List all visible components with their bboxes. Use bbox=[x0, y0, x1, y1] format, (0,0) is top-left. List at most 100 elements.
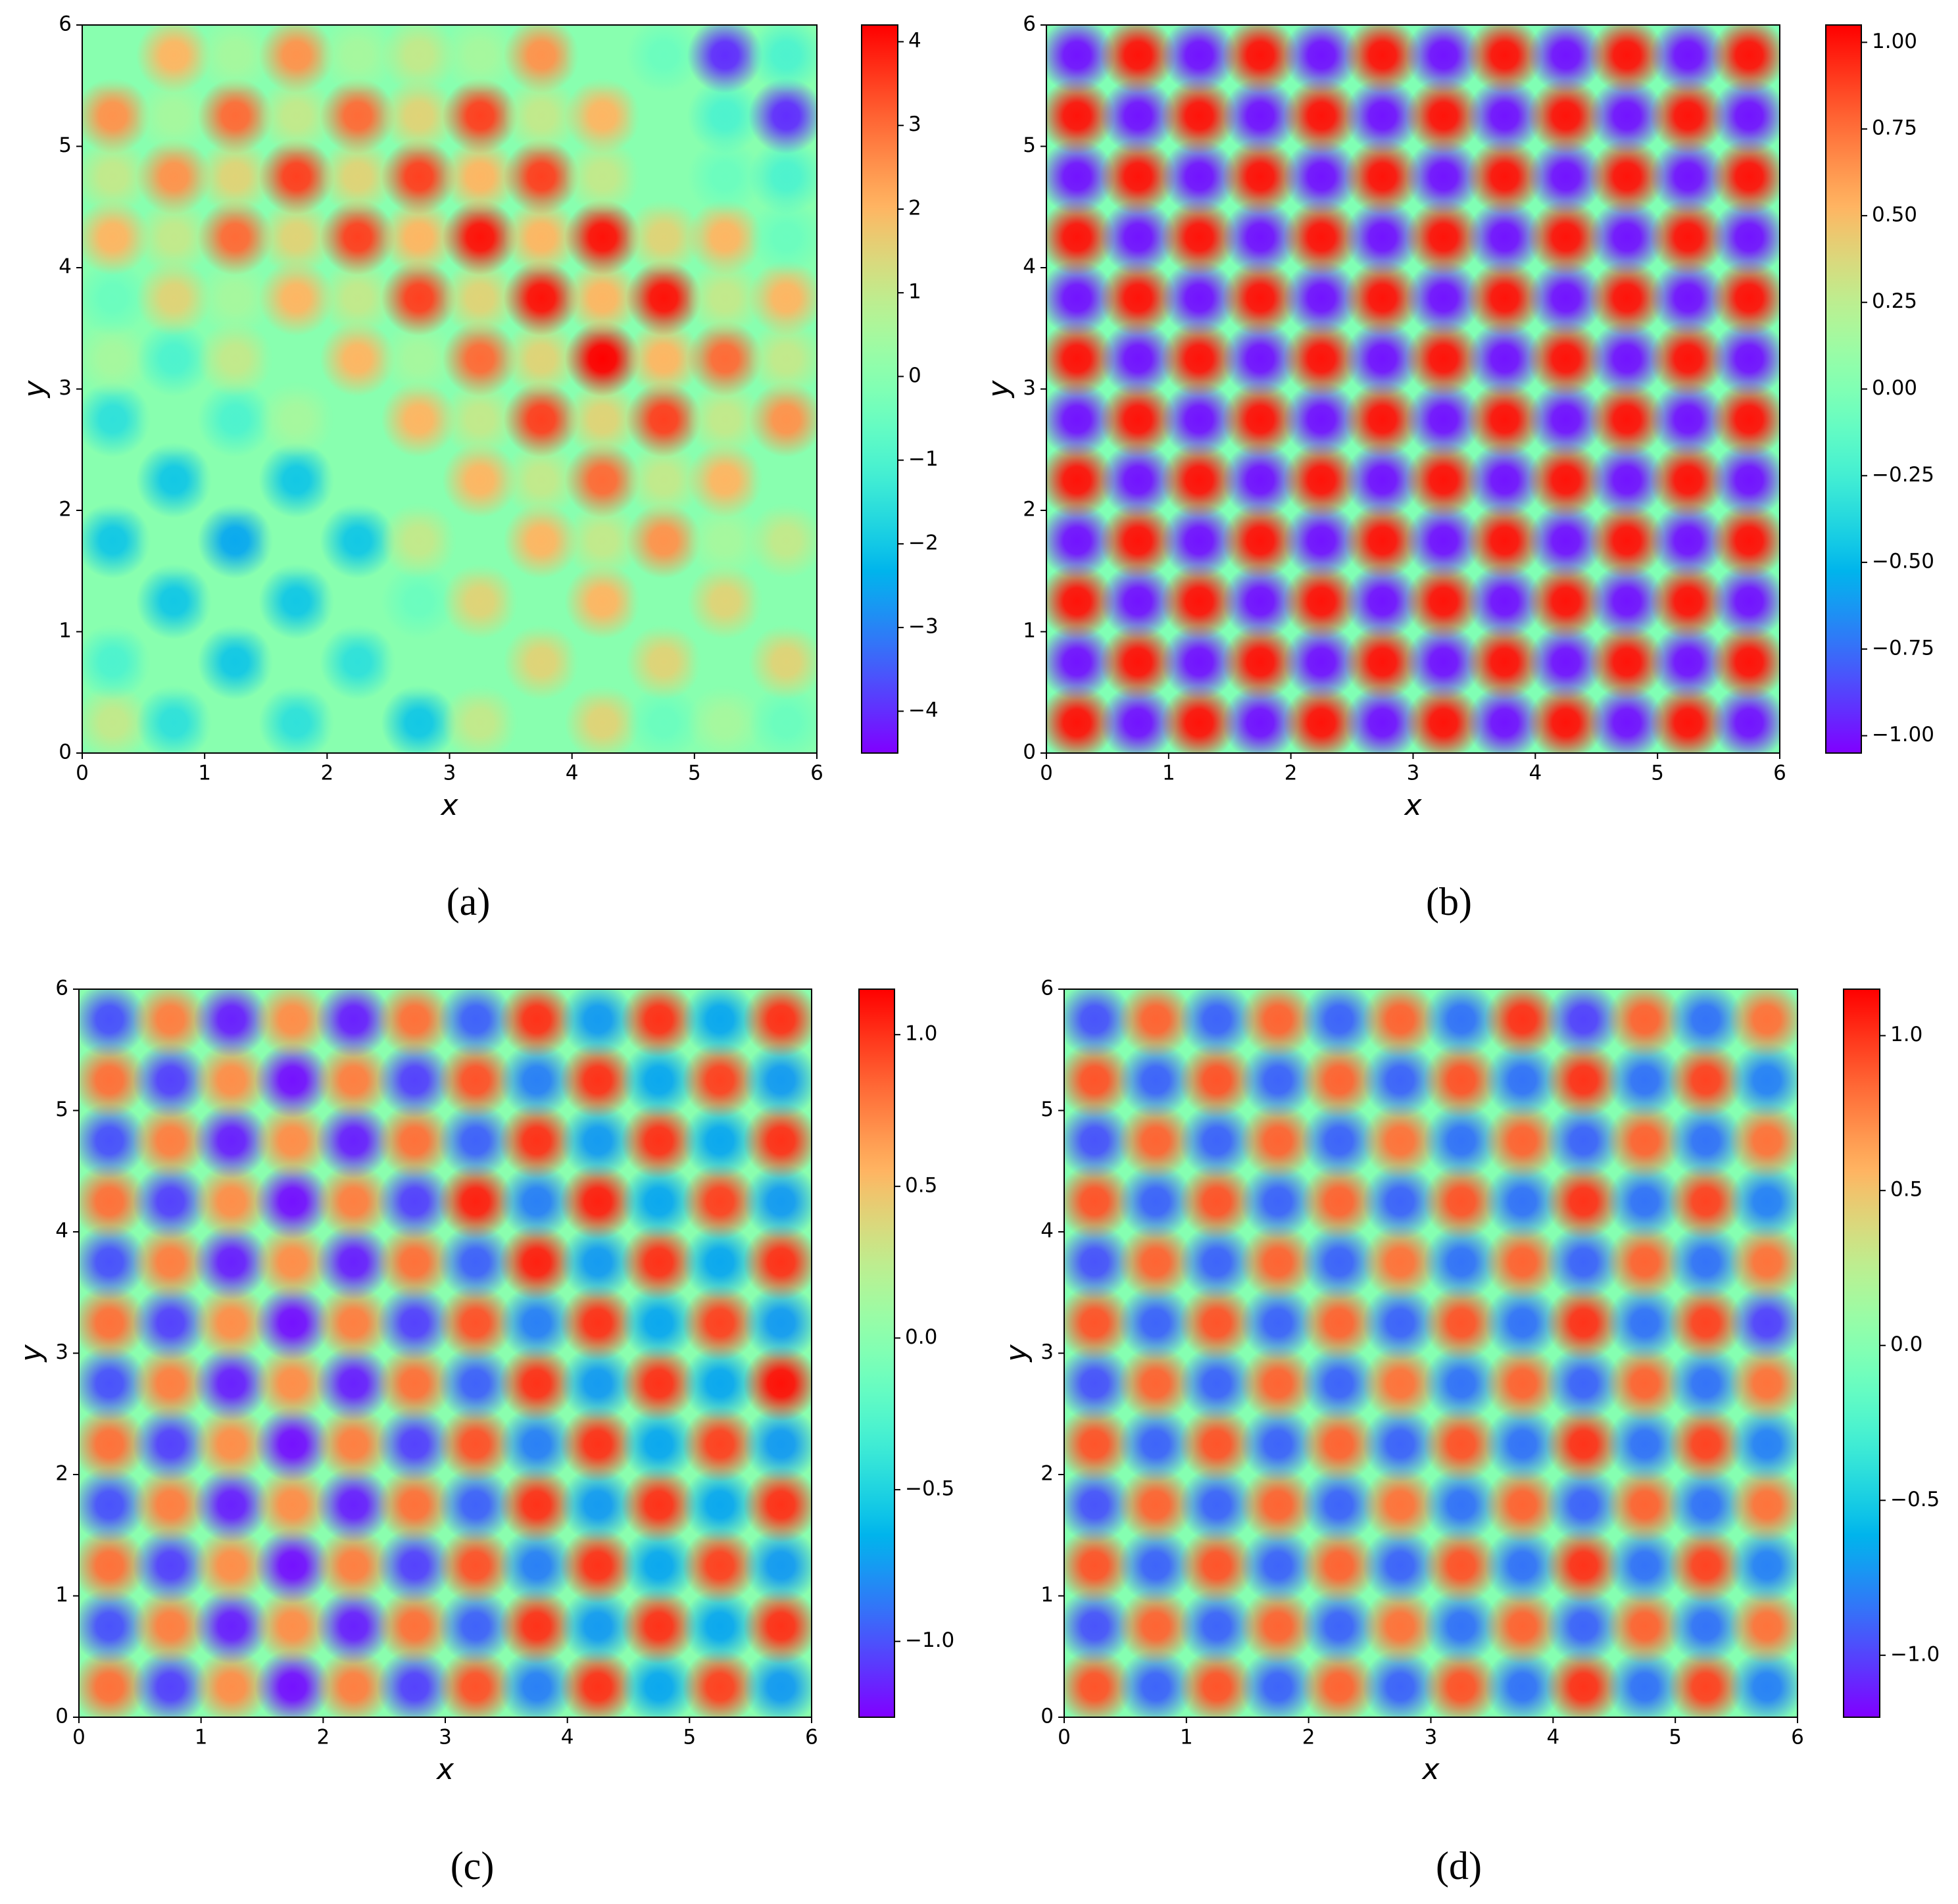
heatmap-cell bbox=[255, 1588, 331, 1665]
heatmap-cell bbox=[1484, 1103, 1561, 1179]
heatmap-cell bbox=[1117, 1163, 1194, 1240]
heatmap-cell bbox=[135, 138, 212, 215]
heatmap-cell bbox=[1423, 1467, 1500, 1543]
heatmap-cell bbox=[197, 685, 274, 753]
x-tick-label: 5 bbox=[1669, 1726, 1682, 1749]
y-tick-label: 1 bbox=[1040, 1583, 1054, 1607]
y-tick-label: 4 bbox=[1023, 255, 1036, 279]
heatmap-cell bbox=[1423, 1103, 1500, 1179]
heatmap-cell bbox=[82, 25, 151, 93]
x-tick-label: 6 bbox=[805, 1726, 818, 1749]
x-axis-label: x bbox=[439, 789, 458, 822]
heatmap-cell bbox=[135, 25, 212, 93]
heatmap-cell bbox=[743, 989, 812, 1058]
heatmap-cell bbox=[255, 1224, 331, 1300]
x-axis-label: x bbox=[1403, 789, 1422, 822]
heatmap-cell bbox=[625, 138, 702, 215]
heatmap-cell bbox=[197, 138, 274, 215]
heatmap-cell bbox=[193, 1527, 270, 1603]
heatmap-cell bbox=[193, 1467, 270, 1543]
heatmap-cell bbox=[193, 1163, 270, 1240]
heatmap-cell bbox=[1301, 989, 1377, 1058]
heatmap-cell bbox=[1362, 1406, 1438, 1482]
heatmap-cell bbox=[1064, 1224, 1133, 1300]
heatmap-cell bbox=[1528, 381, 1604, 458]
heatmap-cell bbox=[1589, 442, 1665, 518]
heatmap-cell bbox=[1179, 1527, 1255, 1603]
heatmap-cell bbox=[1161, 563, 1237, 639]
heatmap-cell bbox=[1222, 78, 1298, 154]
heatmap-cell bbox=[1650, 685, 1726, 753]
heatmap-cell bbox=[1406, 381, 1482, 458]
heatmap-cell bbox=[748, 381, 817, 458]
heatmap-cell bbox=[1467, 199, 1543, 276]
heatmap-cell bbox=[1467, 563, 1543, 639]
heatmap-cell bbox=[377, 1224, 453, 1300]
heatmap-cell bbox=[503, 199, 579, 276]
heatmap-cell bbox=[1650, 320, 1726, 397]
heatmap-cell bbox=[1301, 1649, 1377, 1717]
heatmap-cell bbox=[1100, 563, 1176, 639]
heatmap-cell bbox=[1484, 1224, 1561, 1300]
heatmap-cell bbox=[82, 320, 151, 397]
heatmap-cell bbox=[442, 199, 518, 276]
heatmap-cell bbox=[1650, 442, 1726, 518]
x-tick-label: 1 bbox=[198, 762, 211, 785]
heatmap-cell bbox=[1668, 1103, 1744, 1179]
heatmap-cell bbox=[1117, 1346, 1194, 1422]
heatmap-cell bbox=[1484, 1042, 1561, 1118]
heatmap-cell bbox=[1528, 78, 1604, 154]
heatmap-cell bbox=[743, 1284, 812, 1361]
heatmap-cell bbox=[621, 1588, 697, 1665]
heatmap-cell bbox=[625, 320, 702, 397]
heatmap-cell bbox=[135, 381, 212, 458]
heatmap-cell bbox=[1589, 199, 1665, 276]
heatmap-cell bbox=[1046, 25, 1115, 93]
heatmap-cell bbox=[1046, 502, 1115, 579]
heatmap-cell bbox=[1650, 199, 1726, 276]
heatmap-cell bbox=[625, 563, 702, 640]
y-tick-label: 1 bbox=[59, 619, 72, 643]
heatmap-cell bbox=[1528, 442, 1604, 518]
heatmap-cell bbox=[1406, 260, 1482, 336]
heatmap-cell bbox=[743, 1346, 812, 1422]
heatmap-cell bbox=[1222, 260, 1298, 336]
heatmap-cell bbox=[320, 623, 396, 700]
heatmap-cell bbox=[79, 1467, 147, 1543]
heatmap-cell bbox=[132, 1527, 208, 1603]
y-tick-label: 2 bbox=[1040, 1462, 1054, 1486]
heatmap-cell bbox=[316, 1649, 392, 1717]
heatmap-cell bbox=[1711, 442, 1780, 518]
heatmap-cell bbox=[687, 381, 764, 458]
heatmap-cell bbox=[132, 1103, 208, 1179]
y-tick-label: 1 bbox=[1023, 619, 1036, 643]
heatmap-cell bbox=[1406, 139, 1482, 215]
heatmap-cell bbox=[1362, 1588, 1438, 1665]
heatmap-cell bbox=[499, 1588, 575, 1665]
heatmap-cell bbox=[1362, 1103, 1438, 1179]
heatmap-cell bbox=[743, 1163, 812, 1240]
colorbar-tick-label: −3 bbox=[908, 615, 939, 639]
heatmap-cell bbox=[442, 260, 518, 336]
heatmap-cell bbox=[442, 25, 518, 93]
heatmap-cell bbox=[193, 1284, 270, 1361]
heatmap-cell bbox=[560, 1163, 636, 1240]
heatmap-cell bbox=[258, 685, 335, 753]
heatmap-cell bbox=[377, 1649, 453, 1717]
heatmap-cell bbox=[1301, 1406, 1377, 1482]
heatmap-cell bbox=[1607, 1649, 1683, 1717]
heatmap-cell bbox=[1406, 320, 1482, 397]
heatmap-cell bbox=[503, 502, 579, 579]
heatmap-cell bbox=[197, 442, 274, 518]
heatmap-cell bbox=[1546, 1284, 1622, 1361]
heatmap-cell bbox=[1728, 1649, 1798, 1717]
heatmap-cell bbox=[79, 1224, 147, 1300]
heatmap-cell bbox=[1100, 381, 1176, 458]
heatmap-cell bbox=[1668, 989, 1744, 1058]
heatmap-cell bbox=[1406, 563, 1482, 639]
x-tick-label: 1 bbox=[1162, 762, 1175, 785]
heatmap-cell bbox=[499, 1527, 575, 1603]
heatmap-cell bbox=[1179, 1163, 1255, 1240]
heatmap-cell bbox=[682, 1163, 758, 1240]
heatmap-cell bbox=[687, 623, 764, 700]
